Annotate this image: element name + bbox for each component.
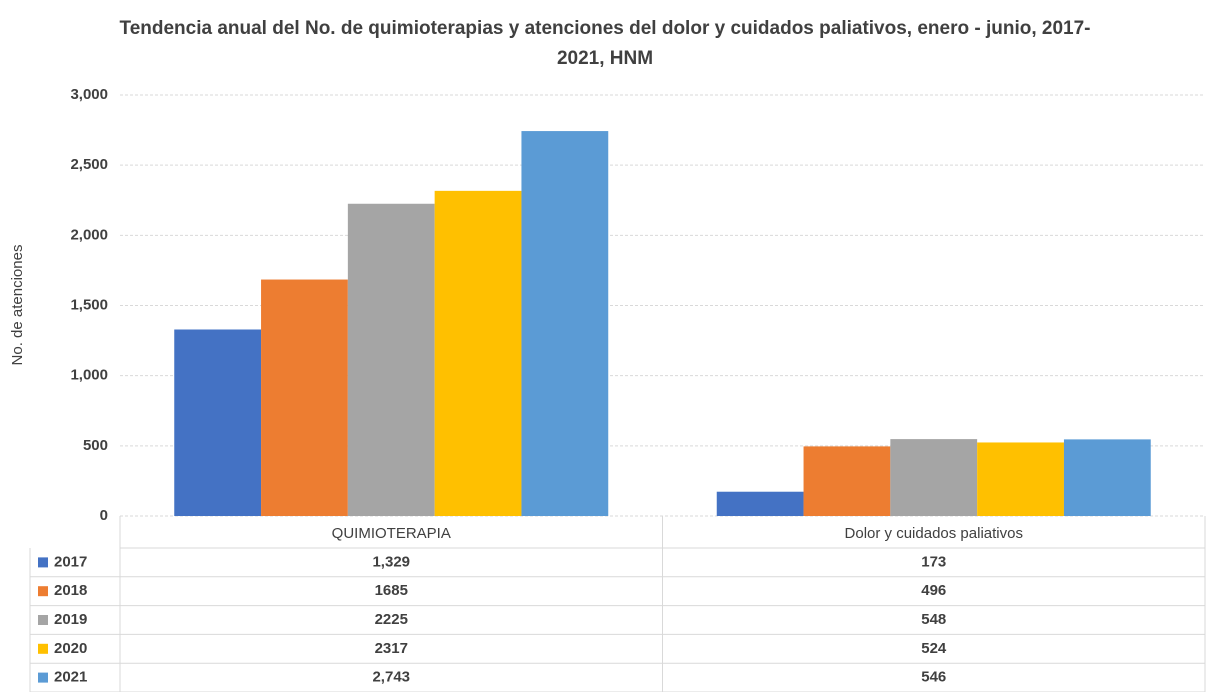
y-tick-label: 500 xyxy=(83,437,108,454)
bar xyxy=(174,329,262,516)
data-label: 173 xyxy=(921,553,946,570)
data-label: 548 xyxy=(921,611,946,628)
y-tick-label: 2,500 xyxy=(70,156,108,173)
data-label: 524 xyxy=(921,640,947,657)
data-label: 1,329 xyxy=(372,553,410,570)
bar xyxy=(716,491,804,516)
legend-key xyxy=(38,672,48,683)
bar xyxy=(261,279,348,516)
y-tick-label: 0 xyxy=(100,507,108,524)
bar xyxy=(977,442,1064,516)
bar xyxy=(521,131,609,516)
data-label: 1685 xyxy=(375,582,408,599)
legend-label: 2019 xyxy=(54,611,87,628)
x-tick-label: Dolor y cuidados paliativos xyxy=(845,525,1023,542)
y-tick-label: 1,500 xyxy=(70,296,108,313)
data-label: 496 xyxy=(921,582,946,599)
data-label: 2,743 xyxy=(372,669,410,686)
legend-key xyxy=(38,615,48,625)
bar xyxy=(1063,439,1151,516)
legend-label: 2021 xyxy=(54,669,87,686)
bar xyxy=(434,190,522,517)
legend-key xyxy=(38,557,48,568)
chart-title: Tendencia anual del No. de quimioterapia… xyxy=(119,18,1091,69)
data-label: 2225 xyxy=(375,611,408,628)
y-axis-label: No. de atenciones xyxy=(9,245,26,366)
bar xyxy=(890,439,978,516)
y-tick-label: 1,000 xyxy=(70,367,108,384)
y-tick-label: 3,000 xyxy=(70,86,108,103)
data-label: 2317 xyxy=(375,640,408,657)
y-tick-label: 2,000 xyxy=(70,226,108,243)
bar xyxy=(803,446,891,516)
bar xyxy=(347,203,435,516)
legend-label: 2017 xyxy=(54,553,87,570)
x-tick-label: QUIMIOTERAPIA xyxy=(332,525,451,542)
legend-key xyxy=(38,586,48,597)
legend-key xyxy=(38,643,48,654)
data-label: 546 xyxy=(921,669,946,686)
legend-label: 2020 xyxy=(54,640,87,657)
legend-label: 2018 xyxy=(54,582,87,599)
